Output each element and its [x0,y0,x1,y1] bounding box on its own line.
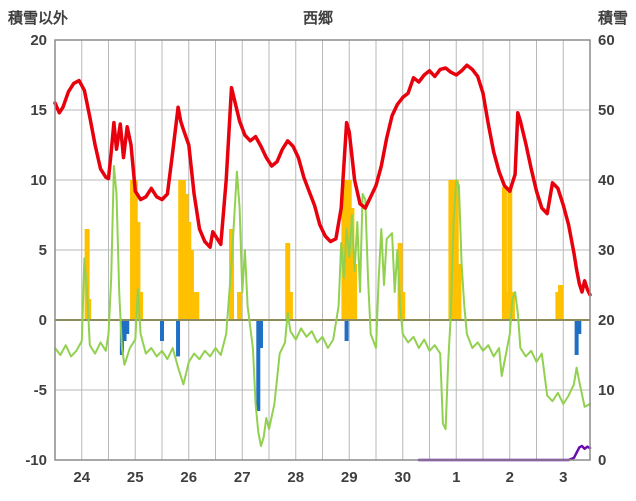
x-axis-tick: 1 [452,469,460,486]
x-axis-tick: 2 [506,469,514,486]
right-axis-tick: 0 [598,452,606,469]
left-axis-tick: 5 [39,242,47,259]
right-axis-tick: 50 [598,102,615,119]
right-axis-tick: 10 [598,382,615,399]
right-axis-tick: 60 [598,32,615,49]
left-axis-title: 積雪以外 [8,10,69,27]
left-axis-tick: 15 [30,102,47,119]
left-axis-tick: -5 [34,382,47,399]
gridlines [55,40,590,460]
x-axis-tick: 3 [559,469,567,486]
x-axis-tick: 24 [73,469,90,486]
left-axis-tick: 20 [30,32,47,49]
x-axis-tick: 26 [180,469,197,486]
x-axis-tick: 25 [127,469,144,486]
x-axis-tick: 27 [234,469,251,486]
left-axis-tick: 10 [30,172,47,189]
right-axis-tick: 20 [598,312,615,329]
left-axis-tick: 0 [39,312,47,329]
left-axis-tick: -10 [25,452,47,469]
chart-header: 積雪以外 西郷 積雪 [0,5,636,29]
x-axis-tick: 29 [341,469,358,486]
x-axis-tick: 28 [287,469,304,486]
chart-title: 西郷 [302,10,333,27]
plot-frame [54,39,591,461]
x-axis-tick: 30 [394,469,411,486]
right-axis-title: 積雪 [597,10,628,27]
temperature-line [53,63,592,297]
green-series-line [54,165,591,447]
snow-depth-line [417,444,592,462]
right-axis-tick: 40 [598,172,615,189]
right-axis-tick: 30 [598,242,615,259]
